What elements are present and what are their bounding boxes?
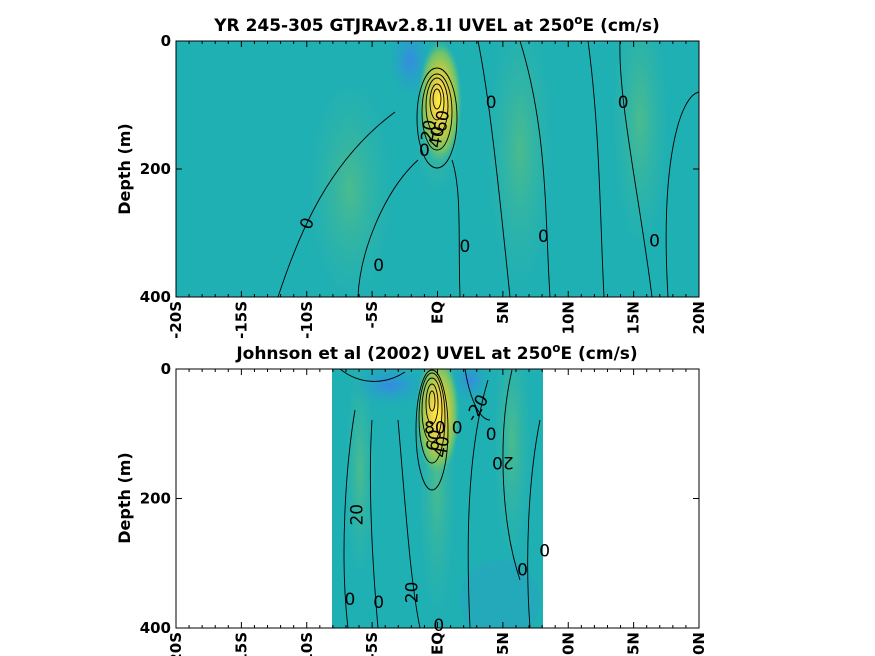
x-tick-label: 15N xyxy=(625,632,643,656)
x-tick-label: -10S xyxy=(298,632,316,656)
x-tick-label: 5N xyxy=(494,632,512,655)
contour-label: 0 xyxy=(460,237,471,257)
x-tick-label: -15S xyxy=(232,632,250,656)
contour-label: 60 xyxy=(423,428,446,453)
y-tick-label: 0 xyxy=(161,32,171,50)
y-tick-label: 0 xyxy=(161,360,171,378)
contour-label: 40 xyxy=(431,434,454,459)
x-tick-label: 20N xyxy=(690,301,708,334)
x-tick-label: 10N xyxy=(559,301,577,334)
y-tick-label: 400 xyxy=(140,288,171,306)
contour-label: 0 xyxy=(486,425,497,445)
contour-label: 0 xyxy=(433,616,444,636)
contour-label: 0 xyxy=(486,93,497,113)
x-tick-label: EQ xyxy=(429,632,447,655)
top-y-axis-label: Depth (m) xyxy=(115,123,134,215)
bottom-contours xyxy=(339,369,541,628)
x-tick-label: -5S xyxy=(363,632,381,656)
contour-label: 20 xyxy=(347,504,367,526)
contour-label: 80 xyxy=(424,418,446,438)
y-tick-label: 400 xyxy=(140,619,171,637)
x-tick-label: 20N xyxy=(690,632,708,656)
top-chart-title: YR 245-305 GTJRAv2.8.1l UVEL at 250oE (c… xyxy=(213,13,660,36)
contour-label: 0 xyxy=(649,232,660,252)
x-tick-label: 15N xyxy=(625,301,643,334)
contour-label: 0 xyxy=(344,590,355,610)
contour-label: 20 xyxy=(492,452,514,472)
top-contours xyxy=(277,41,699,297)
contour-label: 0 xyxy=(373,593,384,613)
contour-label: 20 xyxy=(418,118,441,143)
contour-label: 0 xyxy=(373,256,384,276)
contour-label: 0 xyxy=(517,561,528,581)
x-tick-label: EQ xyxy=(429,301,447,324)
contour-label: 0 xyxy=(452,418,463,438)
x-tick-label: -20S xyxy=(167,632,185,656)
contour-label: 0 xyxy=(419,141,430,161)
contour-label: 0 xyxy=(539,541,550,561)
contour-label: 40 xyxy=(425,125,448,150)
bottom-y-axis-label: Depth (m) xyxy=(115,452,134,544)
contour-label: 0 xyxy=(618,93,629,113)
y-tick-label: 200 xyxy=(140,160,171,178)
x-tick-label: -10S xyxy=(298,301,316,339)
contour-label: 0 xyxy=(538,227,549,247)
x-tick-label: -20S xyxy=(167,301,185,339)
x-tick-label: -5S xyxy=(363,301,381,328)
bottom-chart-title: Johnson et al (2002) UVEL at 250oE (cm/s… xyxy=(235,341,637,364)
contour-label: 60 xyxy=(431,109,454,134)
y-tick-label: 200 xyxy=(140,490,171,508)
x-tick-label: 5N xyxy=(494,301,512,324)
contour-label: 20 xyxy=(402,582,422,604)
x-tick-label: 10N xyxy=(559,632,577,656)
x-tick-label: -15S xyxy=(232,301,250,339)
